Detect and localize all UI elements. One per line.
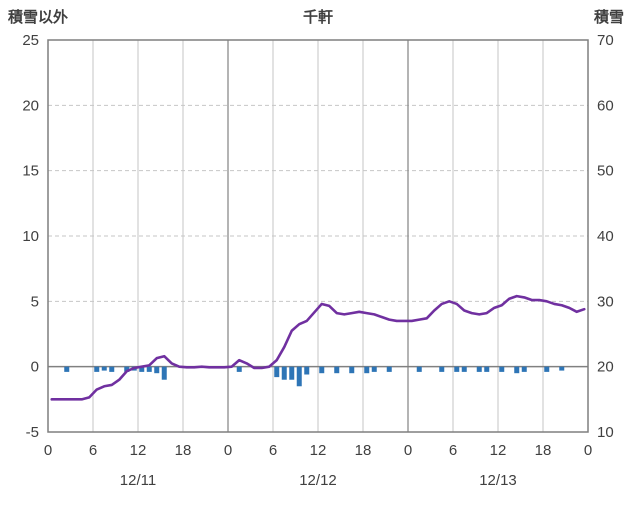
x-axis-tick: 12 [310, 442, 327, 459]
x-axis-tick: 12 [490, 442, 507, 459]
x-axis-tick: 18 [175, 442, 192, 459]
x-axis-tick: 6 [449, 442, 457, 459]
right-axis-tick: 30 [597, 293, 614, 310]
left-axis-tick: 0 [31, 359, 39, 376]
x-axis-tick: 0 [584, 442, 592, 459]
right-axis-tick: 70 [597, 32, 614, 49]
left-axis-tick: 20 [22, 97, 39, 114]
x-axis-tick: 18 [535, 442, 552, 459]
left-axis-tick: 10 [22, 228, 39, 245]
x-axis-day-label: 12/13 [479, 472, 517, 489]
x-axis-tick: 6 [89, 442, 97, 459]
right-axis-title: 積雪 [593, 9, 624, 26]
x-axis-day-label: 12/12 [299, 472, 337, 489]
x-axis-tick: 0 [404, 442, 412, 459]
chart-title: 千軒 [302, 9, 333, 26]
left-axis-tick: -5 [26, 424, 39, 441]
x-axis-day-label: 12/11 [120, 472, 156, 489]
left-axis-tick: 15 [22, 163, 39, 180]
x-axis-tick: 0 [224, 442, 232, 459]
x-axis-tick: 0 [44, 442, 52, 459]
right-axis-tick: 50 [597, 163, 614, 180]
right-axis-tick: 60 [597, 97, 614, 114]
x-axis-tick: 6 [269, 442, 277, 459]
left-axis-tick: 5 [31, 293, 39, 310]
right-axis-tick: 40 [597, 228, 614, 245]
left-axis-title: 積雪以外 [8, 9, 69, 26]
right-axis-tick: 20 [597, 359, 614, 376]
x-axis-tick: 12 [130, 442, 147, 459]
x-axis-tick: 18 [355, 442, 372, 459]
left-axis-tick: 25 [22, 32, 39, 49]
right-axis-tick: 10 [597, 424, 614, 441]
